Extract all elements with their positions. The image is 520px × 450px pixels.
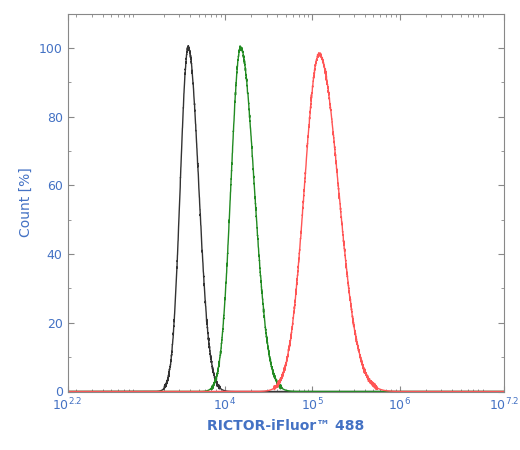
Y-axis label: Count [%]: Count [%]	[19, 168, 33, 238]
X-axis label: RICTOR-iFluor™ 488: RICTOR-iFluor™ 488	[207, 418, 365, 432]
